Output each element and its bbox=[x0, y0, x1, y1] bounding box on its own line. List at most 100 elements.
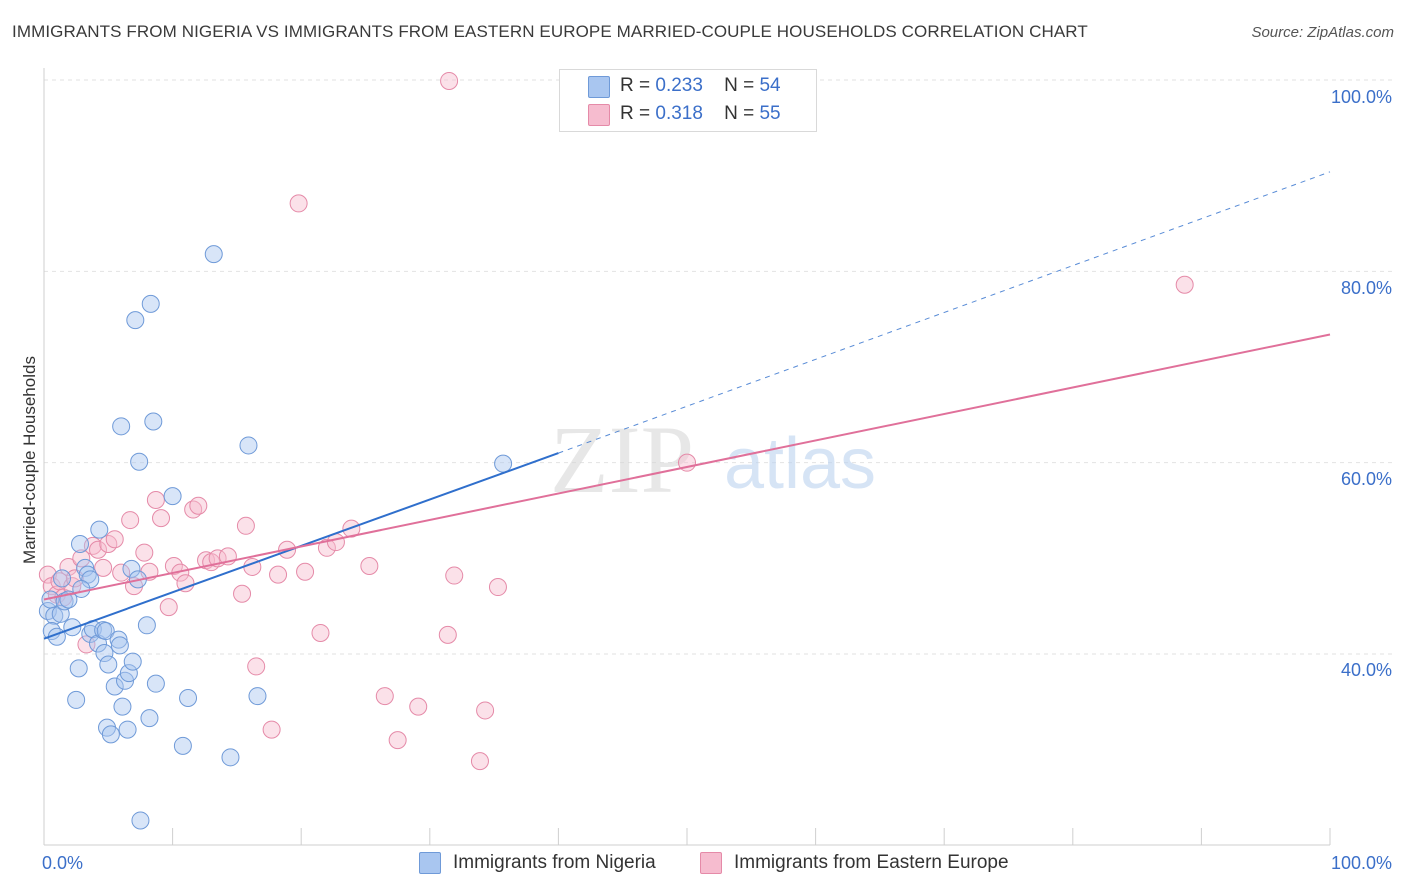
y-axis-label: Married-couple Households bbox=[20, 356, 39, 564]
series-nigeria bbox=[38, 245, 513, 830]
n-value: 54 bbox=[759, 75, 781, 96]
data-point bbox=[122, 559, 141, 578]
r-label: R = bbox=[620, 75, 651, 96]
legend-item-nigeria[interactable]: Immigrants from Nigeria bbox=[419, 852, 656, 874]
n-value: 55 bbox=[759, 103, 781, 124]
data-point bbox=[233, 584, 252, 603]
n-label: N = bbox=[724, 75, 755, 96]
data-point bbox=[152, 509, 171, 528]
data-point bbox=[121, 511, 140, 530]
data-point bbox=[269, 565, 288, 584]
data-point bbox=[239, 436, 258, 455]
europe-stats: R = 0.318 N = 55 bbox=[620, 102, 781, 126]
nigeria-trend-extension bbox=[558, 171, 1331, 454]
data-point bbox=[360, 556, 379, 575]
data-point bbox=[375, 687, 394, 706]
data-point bbox=[236, 516, 255, 535]
data-point bbox=[110, 636, 129, 655]
data-point bbox=[204, 245, 223, 264]
data-point bbox=[71, 534, 90, 553]
nigeria-swatch bbox=[588, 76, 610, 98]
data-point bbox=[144, 412, 163, 431]
data-point bbox=[296, 562, 315, 581]
y-tick-label: 80.0% bbox=[1340, 278, 1392, 298]
x-tick-label: 0.0% bbox=[42, 853, 84, 873]
data-point bbox=[135, 543, 154, 562]
data-point bbox=[179, 689, 198, 708]
data-point bbox=[105, 530, 124, 549]
data-point bbox=[126, 311, 145, 330]
data-point bbox=[137, 616, 156, 635]
data-point bbox=[146, 490, 165, 509]
data-point bbox=[311, 623, 330, 642]
data-point bbox=[45, 606, 64, 625]
y-tick-label: 40.0% bbox=[1340, 660, 1392, 680]
data-point bbox=[123, 652, 142, 671]
data-point bbox=[130, 452, 149, 471]
data-point bbox=[72, 549, 91, 568]
data-point bbox=[118, 720, 137, 739]
data-point bbox=[69, 659, 88, 678]
data-point bbox=[1175, 275, 1194, 294]
chart-title: IMMIGRANTS FROM NIGERIA VS IMMIGRANTS FR… bbox=[12, 22, 1088, 41]
watermark-zip: ZIP bbox=[550, 406, 694, 513]
data-point bbox=[176, 574, 195, 593]
data-point bbox=[221, 748, 240, 767]
data-point bbox=[67, 690, 86, 709]
nigeria-stats: R = 0.233 N = 54 bbox=[620, 74, 781, 98]
data-point bbox=[440, 71, 459, 90]
data-point bbox=[140, 709, 159, 728]
r-value: 0.233 bbox=[655, 75, 703, 96]
data-point bbox=[438, 625, 457, 644]
data-point bbox=[146, 674, 165, 693]
data-point bbox=[494, 454, 513, 473]
data-point bbox=[262, 720, 281, 739]
watermark-atlas: atlas bbox=[724, 424, 876, 504]
y-tick-label: 60.0% bbox=[1340, 469, 1392, 489]
data-point bbox=[164, 556, 183, 575]
data-point bbox=[119, 664, 138, 683]
data-point bbox=[113, 697, 132, 716]
data-point bbox=[476, 701, 495, 720]
stats-legend: R = 0.233 N = 54 R = 0.318 N = 55 bbox=[559, 69, 817, 132]
data-point bbox=[470, 752, 489, 771]
data-point bbox=[112, 563, 131, 582]
data-point bbox=[72, 579, 91, 598]
y-tick-label: 100.0% bbox=[1330, 87, 1392, 107]
data-point bbox=[38, 565, 57, 584]
data-point bbox=[247, 657, 266, 676]
data-point bbox=[409, 697, 428, 716]
data-point bbox=[163, 487, 182, 506]
data-point bbox=[317, 538, 336, 557]
x-tick-label: 100.0% bbox=[1330, 853, 1392, 873]
series-eastern-europe bbox=[38, 71, 1194, 771]
europe-swatch bbox=[588, 104, 610, 126]
data-point bbox=[53, 569, 72, 588]
data-point bbox=[159, 598, 178, 617]
europe-legend-swatch bbox=[700, 852, 722, 874]
data-point bbox=[141, 294, 160, 313]
data-point bbox=[81, 570, 100, 589]
data-point bbox=[105, 677, 124, 696]
data-point bbox=[101, 725, 120, 744]
europe-trend-line bbox=[43, 333, 1331, 601]
n-label: N = bbox=[724, 103, 755, 124]
data-point bbox=[63, 618, 82, 637]
data-point bbox=[488, 578, 507, 597]
data-point bbox=[90, 520, 109, 539]
data-point bbox=[95, 644, 114, 663]
trend-lines bbox=[43, 171, 1331, 640]
legend-label: Immigrants from Eastern Europe bbox=[734, 852, 1009, 873]
data-point bbox=[173, 736, 192, 755]
watermark: ZIP atlas bbox=[550, 406, 876, 513]
gridlines bbox=[44, 79, 1392, 655]
legend-label: Immigrants from Nigeria bbox=[453, 852, 656, 873]
data-point bbox=[99, 655, 118, 674]
legend-item-eastern-europe[interactable]: Immigrants from Eastern Europe bbox=[700, 852, 1009, 874]
nigeria-legend-swatch bbox=[419, 852, 441, 874]
data-point bbox=[112, 417, 131, 436]
data-point bbox=[96, 622, 115, 641]
data-point bbox=[388, 731, 407, 750]
data-point bbox=[109, 630, 128, 649]
